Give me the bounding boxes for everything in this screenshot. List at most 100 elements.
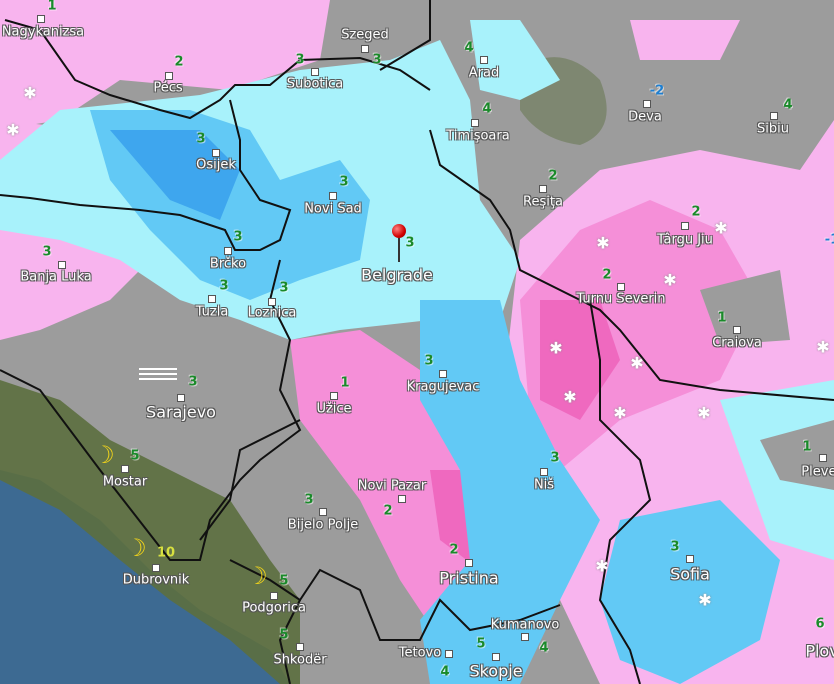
city-label[interactable]: Banja Luka [20, 269, 92, 285]
city-label[interactable]: Bijelo Polje [287, 517, 359, 533]
city-marker[interactable] [445, 650, 453, 658]
temperature-label: 3 [42, 244, 52, 260]
city-label[interactable]: Pristina [439, 568, 499, 588]
snowflake-icon: ✱ [6, 120, 20, 140]
temperature-label: 3 [279, 280, 289, 296]
city-marker[interactable] [152, 564, 160, 572]
city-label[interactable]: Craiova [712, 335, 762, 351]
city-label[interactable]: Tetovo [398, 645, 442, 661]
city-label[interactable]: Subotica [286, 76, 344, 92]
city-label[interactable]: Shkodër [273, 652, 327, 668]
temperature-label: 3 [339, 174, 349, 190]
temperature-label: 5 [476, 636, 486, 652]
temperature-label: 1 [717, 310, 727, 326]
city-marker[interactable] [37, 15, 45, 23]
city-marker[interactable] [643, 100, 651, 108]
city-marker[interactable] [212, 149, 220, 157]
city-marker[interactable] [330, 392, 338, 400]
city-label[interactable]: Deva [628, 109, 662, 125]
city-label[interactable]: Užice [316, 401, 352, 417]
city-label[interactable]: Osijek [196, 157, 236, 173]
city-label[interactable]: Novi Pazar [357, 478, 427, 494]
rain-area-south [420, 300, 600, 684]
city-marker[interactable] [617, 283, 625, 291]
city-marker[interactable] [165, 72, 173, 80]
city-label[interactable]: Reşiţa [523, 194, 563, 210]
city-label[interactable]: Sibiu [757, 121, 789, 137]
city-label[interactable]: Brčko [209, 256, 247, 272]
city-marker[interactable] [121, 465, 129, 473]
city-label[interactable]: Skopje [469, 661, 523, 681]
city-label[interactable]: Sofia [670, 564, 710, 584]
pin-stick [398, 238, 400, 262]
city-marker[interactable] [58, 261, 66, 269]
city-label[interactable]: Nagykanizsa [1, 24, 85, 40]
city-label[interactable]: Pécs [153, 80, 183, 96]
city-marker[interactable] [480, 56, 488, 64]
city-marker[interactable] [270, 592, 278, 600]
map-pin-icon[interactable] [392, 224, 406, 262]
city-marker[interactable] [521, 633, 529, 641]
temperature-label: 10 [156, 545, 176, 561]
temperature-label: 1 [340, 375, 350, 391]
city-label[interactable]: Mostar [102, 474, 148, 490]
temperature-label: 1 [802, 439, 812, 455]
city-label[interactable]: Târgu Jiu [657, 232, 713, 248]
city-marker[interactable] [819, 454, 827, 462]
city-marker[interactable] [540, 468, 548, 476]
coastal-land [0, 380, 300, 684]
city-label[interactable]: Tuzla [195, 304, 229, 320]
city-marker[interactable] [329, 192, 337, 200]
city-label[interactable]: Arad [468, 65, 500, 81]
city-marker[interactable] [539, 185, 547, 193]
temperature-label: 3 [550, 450, 560, 466]
city-marker[interactable] [361, 45, 369, 53]
city-marker[interactable] [311, 68, 319, 76]
snowflake-icon: ✱ [563, 387, 577, 407]
city-label[interactable]: Podgorica [242, 600, 306, 616]
snowflake-icon: ✱ [714, 218, 728, 238]
city-label[interactable]: Kragujevac [406, 379, 480, 395]
city-label[interactable]: Niš [533, 477, 555, 493]
city-label[interactable]: Timişoara [446, 128, 510, 144]
temperature-label: 6 [815, 616, 825, 632]
city-marker[interactable] [398, 495, 406, 503]
moon-icon: ☽ [246, 562, 268, 590]
city-marker[interactable] [177, 394, 185, 402]
temperature-label: 4 [464, 40, 474, 56]
city-label[interactable]: Turnu Severin [576, 291, 666, 307]
city-marker[interactable] [465, 559, 473, 567]
snowflake-icon: ✱ [663, 270, 677, 290]
city-marker[interactable] [296, 643, 304, 651]
city-label[interactable]: Plov [805, 641, 834, 661]
city-marker[interactable] [492, 653, 500, 661]
city-label[interactable]: Kumanovo [490, 617, 560, 633]
temperature-label: 3 [372, 52, 382, 68]
city-marker[interactable] [319, 508, 327, 516]
city-label[interactable]: Sarajevo [146, 402, 216, 422]
city-marker[interactable] [224, 247, 232, 255]
city-marker[interactable] [208, 295, 216, 303]
city-marker[interactable] [439, 370, 447, 378]
city-marker[interactable] [733, 326, 741, 334]
snow-area-west [0, 0, 330, 130]
temperature-label: 5 [279, 627, 289, 643]
city-label[interactable]: Pleven [801, 464, 834, 480]
temperature-label: 4 [539, 640, 549, 656]
moon-icon: ☽ [93, 441, 115, 469]
city-label[interactable]: Dubrovnik [122, 572, 190, 588]
city-label[interactable]: Szeged [341, 27, 389, 43]
temperature-label: 3 [304, 492, 314, 508]
city-label[interactable]: Belgrade [361, 265, 433, 285]
city-label[interactable]: Novi Sad [304, 201, 362, 217]
city-marker[interactable] [681, 222, 689, 230]
temperature-label: 2 [691, 204, 701, 220]
city-marker[interactable] [686, 555, 694, 563]
city-marker[interactable] [471, 119, 479, 127]
city-marker[interactable] [770, 112, 778, 120]
moon-icon: ☽ [125, 534, 147, 562]
city-label[interactable]: Loznica [247, 305, 297, 321]
city-marker[interactable] [268, 298, 276, 306]
temperature-label: -1 [824, 232, 834, 248]
